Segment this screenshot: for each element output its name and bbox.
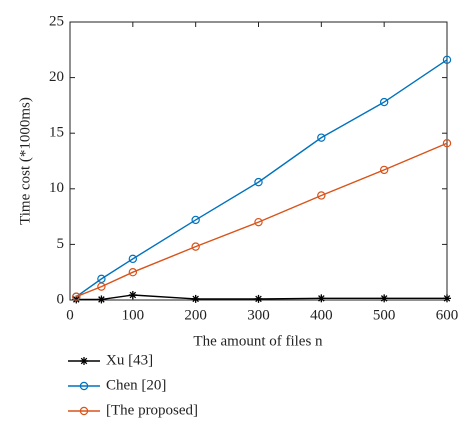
marker-stroke xyxy=(129,291,137,299)
marker xyxy=(191,242,200,251)
y-tick-label: 15 xyxy=(49,125,64,141)
marker xyxy=(128,268,138,277)
marker xyxy=(97,295,106,304)
x-tick-label: 0 xyxy=(66,307,74,323)
marker xyxy=(254,217,263,227)
marker xyxy=(128,254,138,264)
series-line xyxy=(75,59,448,298)
marker xyxy=(97,282,106,291)
marker xyxy=(79,381,89,391)
legend-entry: [The proposed] xyxy=(68,402,198,418)
marker xyxy=(442,139,452,148)
marker xyxy=(380,294,389,303)
marker-stroke xyxy=(318,295,325,302)
marker xyxy=(72,292,81,301)
y-axis-label: Time cost (*1000ms) xyxy=(17,97,33,225)
x-tick-label: 200 xyxy=(184,307,207,323)
legend-entry: Chen [20] xyxy=(68,377,166,393)
marker xyxy=(79,406,89,416)
legend-label: Chen [20] xyxy=(106,377,166,393)
x-tick-label: 100 xyxy=(122,307,145,323)
marker-stroke xyxy=(255,295,262,303)
marker xyxy=(442,55,452,65)
marker xyxy=(191,215,200,225)
series-line xyxy=(76,142,448,298)
marker xyxy=(317,191,326,200)
y-tick-label: 10 xyxy=(49,180,64,196)
marker-stroke xyxy=(80,357,88,365)
marker xyxy=(379,97,389,107)
x-tick-label: 400 xyxy=(310,307,333,323)
legend-label: [The proposed] xyxy=(106,402,198,418)
marker xyxy=(317,294,326,303)
legend-entry: Xu [43] xyxy=(68,352,153,368)
y-tick-label: 0 xyxy=(57,291,65,307)
marker-stroke xyxy=(73,296,80,303)
y-tick-label: 20 xyxy=(49,69,64,85)
marker xyxy=(379,165,389,175)
y-tick-label: 5 xyxy=(57,236,65,252)
marker-stroke xyxy=(192,295,199,303)
marker-stroke xyxy=(443,295,451,302)
marker xyxy=(128,290,137,299)
marker-stroke xyxy=(98,296,105,303)
series-line xyxy=(76,294,447,301)
legend-label: Xu [43] xyxy=(106,352,153,368)
y-tick-label: 25 xyxy=(49,13,64,29)
marker xyxy=(191,294,200,303)
marker xyxy=(80,357,88,365)
x-axis-label: The amount of files n xyxy=(193,333,323,349)
marker xyxy=(254,177,263,187)
x-tick-label: 500 xyxy=(373,307,396,323)
x-tick-label: 300 xyxy=(247,307,270,323)
plot-frame xyxy=(69,21,448,301)
marker xyxy=(317,133,326,142)
marker-stroke xyxy=(380,295,388,302)
x-tick-label: 600 xyxy=(436,307,459,323)
marker xyxy=(254,294,263,303)
marker xyxy=(443,294,451,303)
